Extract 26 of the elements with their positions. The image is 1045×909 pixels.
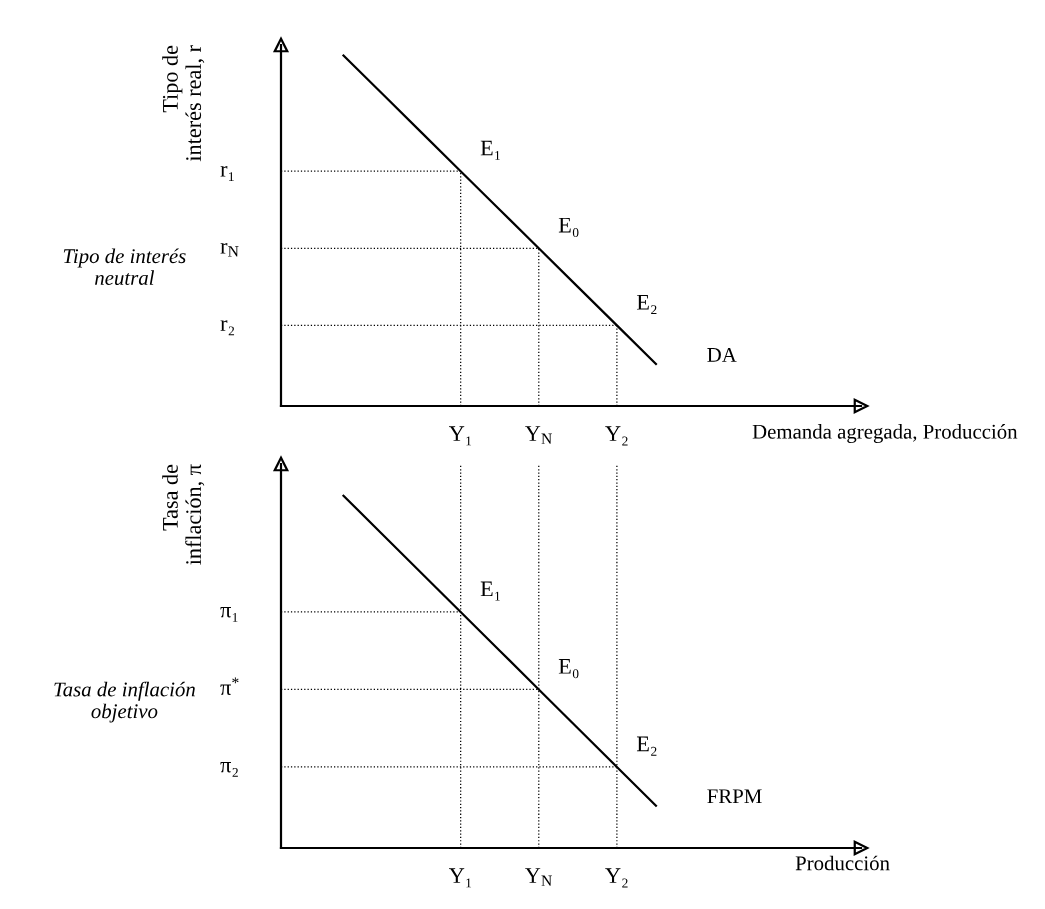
text: Tasa de inflación objetivo [54, 681, 195, 723]
x-tick-label: Y₁ [449, 868, 472, 888]
x-tick-label: Y₁ [449, 426, 472, 446]
x-tick-label: Y$_{N}$ [525, 868, 552, 886]
y-axis-title: Tipo de interés real, r [162, 45, 205, 162]
y-axis-title: Tasa de inflación, π [162, 464, 205, 565]
annotation: E₁ [480, 581, 500, 601]
ref-line-label: π₂ [220, 762, 238, 777]
annotation: E₀ [558, 659, 579, 679]
x-axis-title: Producción [795, 855, 890, 871]
ref-line-label: r₁ [220, 166, 234, 181]
x-axis-title: Demanda agregada, Producción [752, 424, 1018, 444]
x-tick-label: Y$_{N}$ [525, 426, 552, 444]
text: Tipo de interés neutral [63, 248, 186, 285]
text: DA [707, 347, 737, 362]
annotation: E₂ [636, 736, 657, 756]
ref-line-label: r$_{N}$ [220, 242, 239, 257]
ref-line-label: π$^{*}$ [220, 677, 239, 696]
ref-line-label: r₂ [220, 320, 235, 336]
text: FRPM [707, 789, 762, 804]
x-tick-label: Y₂ [605, 868, 628, 888]
x-tick-label: Y₂ [605, 426, 628, 446]
annotation: E₂ [636, 294, 657, 315]
annotation: E₁ [480, 140, 500, 160]
ref-line-label: π₁ [220, 607, 238, 622]
annotation: E₀ [558, 217, 579, 238]
